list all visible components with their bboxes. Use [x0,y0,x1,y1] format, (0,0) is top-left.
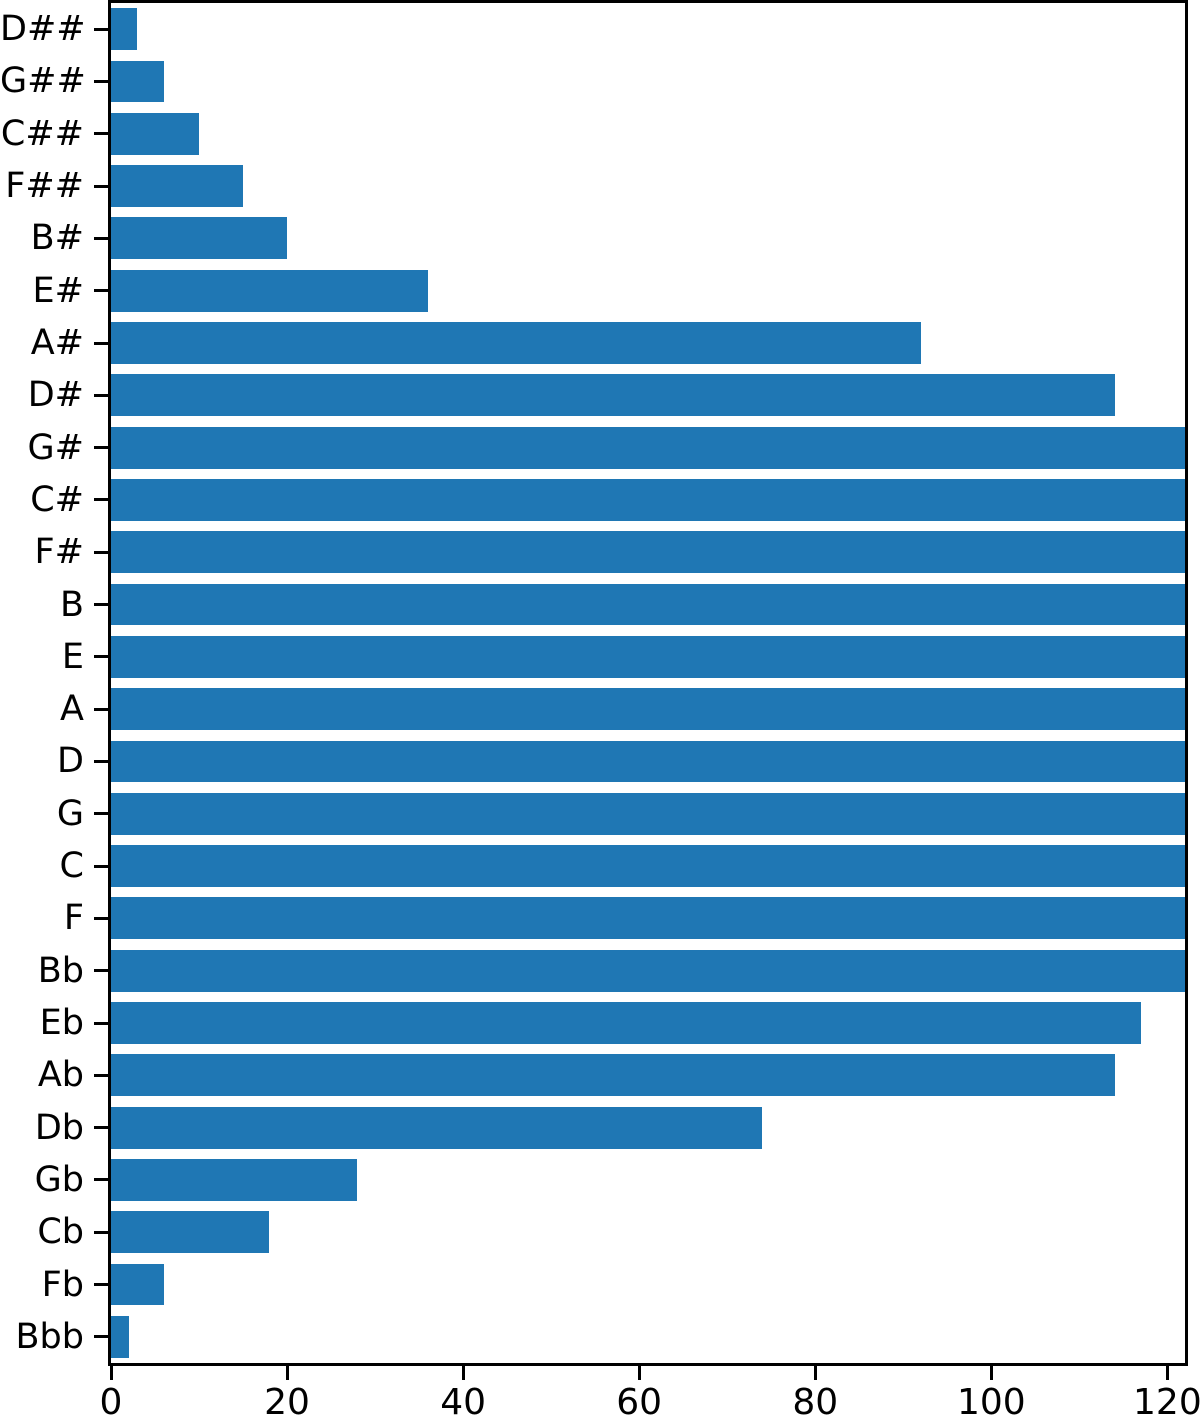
bar [111,60,164,103]
y-tick-label: A# [30,323,84,363]
bar [111,374,1115,417]
y-tick [94,289,108,293]
y-tick [94,498,108,502]
y-tick-label: Eb [39,1003,84,1043]
x-tick-label: 120 [1133,1382,1200,1417]
x-tick-label: 100 [956,1382,1026,1417]
x-tick-label: 0 [99,1382,123,1417]
x-tick [1165,1366,1169,1380]
bar [111,1315,129,1358]
y-tick-label: C# [30,479,84,520]
x-tick [989,1366,993,1380]
y-tick-label: A [60,689,84,730]
y-tick [94,655,108,659]
y-tick [94,27,108,31]
bar [111,897,1185,940]
y-tick-label: D [57,741,84,782]
y-tick [94,707,108,711]
y-tick-label: F# [34,532,84,573]
y-tick-label: F## [5,166,84,207]
y-tick-label: Db [34,1107,84,1148]
y-tick [94,603,108,607]
y-tick-label: Fb [41,1264,84,1305]
y-tick [94,1073,108,1077]
y-tick-label: Bbb [15,1316,84,1357]
bar [111,740,1185,783]
bar [111,1106,763,1149]
y-tick-label: G# [27,427,84,468]
y-tick-label: Bb [37,950,84,991]
bar [111,322,921,364]
y-tick [94,184,108,188]
y-tick-label: G## [0,61,86,102]
y-tick [94,341,108,345]
y-tick-label: F [63,898,84,939]
bar [111,479,1185,521]
y-tick-label: E# [32,270,84,311]
bar [111,1263,164,1306]
y-tick [94,132,108,136]
x-tick [285,1366,289,1380]
bar [111,112,200,155]
x-tick-label: 20 [264,1382,310,1417]
y-tick [94,446,108,450]
x-tick [109,1366,113,1380]
y-tick-label: C## [0,113,84,154]
y-tick-label: Cb [37,1212,84,1253]
y-tick [94,1335,108,1339]
x-tick-label: 60 [616,1382,663,1417]
y-tick-label: Ab [37,1055,84,1096]
plot-area [108,0,1188,1366]
x-tick-label: 40 [440,1382,487,1417]
y-tick [94,969,108,973]
y-tick [94,864,108,868]
bar [111,269,428,312]
bar [111,845,1185,887]
y-tick [94,1230,108,1234]
y-tick [94,812,108,816]
y-tick-label: B [59,584,84,625]
bar [111,1211,270,1254]
y-tick [94,1283,108,1287]
x-tick-label: 80 [792,1382,839,1417]
y-tick [94,550,108,554]
bar [111,165,244,207]
x-tick [813,1366,817,1380]
bar [111,1159,358,1201]
y-tick [94,759,108,763]
bar [111,531,1185,574]
bar [111,1054,1115,1097]
bar [111,949,1185,992]
bar [111,217,288,260]
bar [111,426,1185,469]
y-tick [94,236,108,240]
y-tick [94,916,108,920]
y-tick-label: Gb [34,1159,84,1200]
y-tick-label: E [61,636,84,677]
y-tick [94,1178,108,1182]
bar [111,583,1185,626]
bar [111,688,1185,731]
bar [111,1002,1141,1044]
y-tick [94,79,108,83]
y-tick-label: C [59,846,84,887]
bar [111,792,1185,835]
y-tick-label: D## [0,9,86,50]
y-tick-label: B# [30,218,84,259]
y-tick [94,1021,108,1025]
bar [111,635,1185,678]
y-tick [94,1126,108,1130]
y-tick [94,393,108,397]
y-tick-label: G [56,793,84,834]
plot-inner [111,3,1185,1363]
x-tick [461,1366,465,1380]
y-tick-label: D# [27,375,84,416]
x-tick [637,1366,641,1380]
bar [111,8,138,51]
